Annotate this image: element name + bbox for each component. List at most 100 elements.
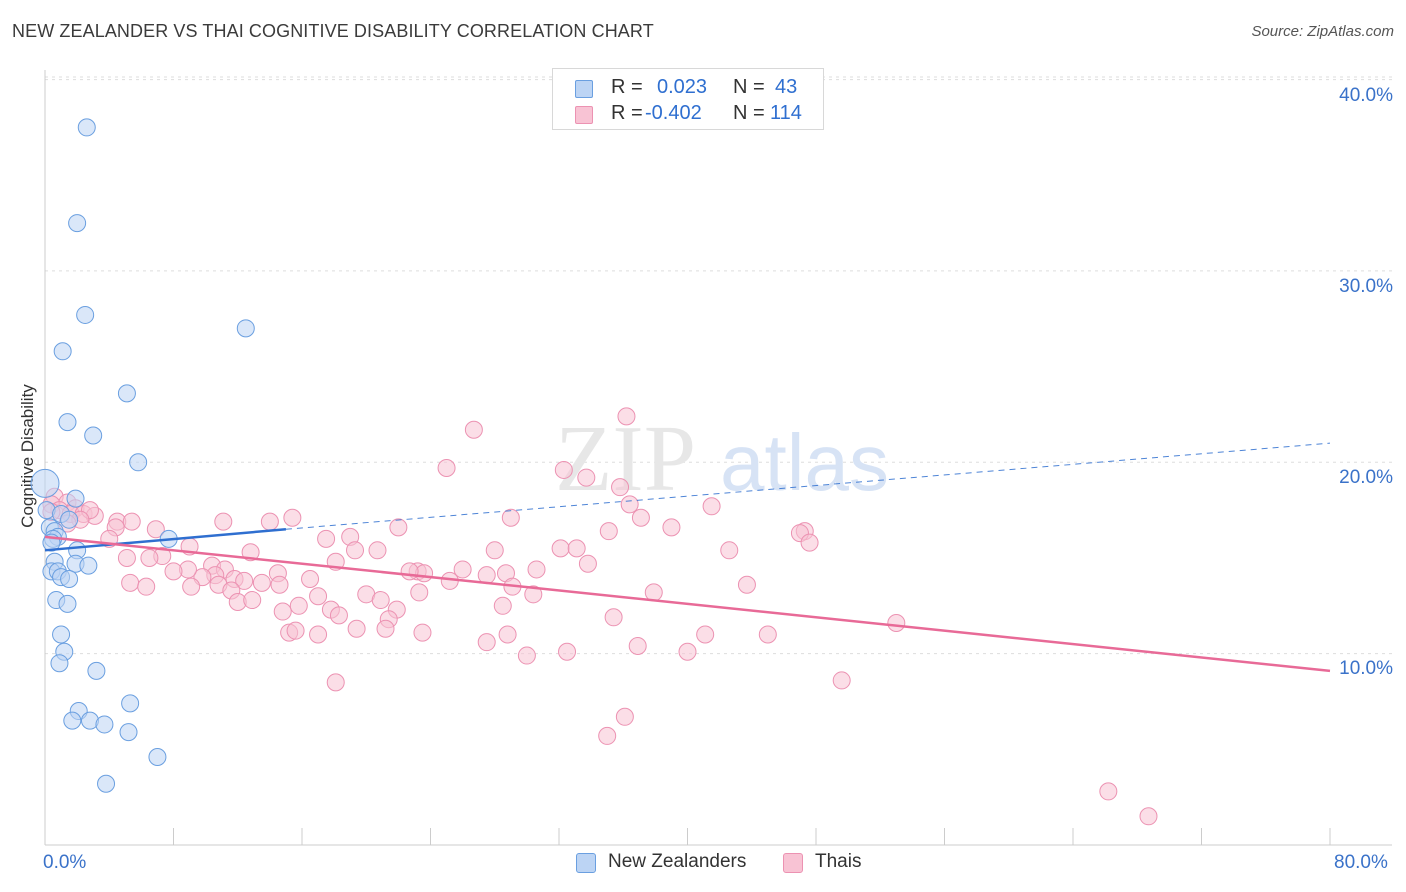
thai-point: [214, 512, 233, 531]
thai-point: [604, 608, 623, 627]
watermark: ZIP atlas: [555, 407, 889, 511]
thai-point: [527, 560, 546, 579]
thai-point: [283, 508, 302, 527]
thai-point: [662, 518, 681, 537]
new-zealander-point: [60, 510, 79, 529]
x-tick-label-min: 0.0%: [43, 852, 87, 873]
new-zealander-point: [30, 468, 60, 498]
thai-point: [464, 420, 483, 439]
y-tick-label-40: 40.0%: [1339, 85, 1393, 106]
legend-swatch-thais: [575, 106, 593, 124]
thai-point: [289, 596, 308, 615]
thai-point: [389, 518, 408, 537]
thai-point: [611, 478, 630, 497]
thai-point: [696, 625, 715, 644]
thai-point: [615, 707, 634, 726]
thai-point: [437, 459, 456, 478]
thai-point: [758, 625, 777, 644]
thai-point: [329, 606, 348, 625]
nz-trend-line: [44, 528, 287, 552]
new-zealander-point: [236, 319, 255, 338]
legend-r-value: 0.023: [657, 76, 708, 98]
thai-point: [628, 636, 647, 655]
legend-swatch-new-zealanders: [575, 80, 593, 98]
thai-point: [371, 591, 390, 610]
thai-point: [137, 577, 156, 596]
trend-lines: [44, 442, 1331, 673]
new-zealander-point: [129, 453, 148, 472]
thai-point: [887, 614, 906, 633]
thai-point: [554, 460, 573, 479]
thai-point: [410, 583, 429, 602]
thai-point: [1099, 782, 1118, 801]
thai-point: [413, 623, 432, 642]
thai-point: [524, 585, 543, 604]
y-tick-label-30: 30.0%: [1339, 276, 1393, 297]
thai-point: [235, 571, 254, 590]
thai-point: [117, 548, 136, 567]
thai-point: [122, 512, 141, 531]
y-tick-label-20: 20.0%: [1339, 467, 1393, 488]
thai-point: [598, 726, 617, 745]
nz-trend-extension: [285, 442, 1331, 530]
thai-point: [644, 583, 663, 602]
thai-point: [551, 539, 570, 558]
new-zealander-point: [50, 654, 69, 673]
new-zealander-point: [148, 747, 167, 766]
thai-point: [146, 520, 165, 539]
thai-point: [678, 642, 697, 661]
thai-point: [182, 577, 201, 596]
new-zealander-point: [97, 774, 116, 793]
thai-point: [720, 541, 739, 560]
new-zealander-point: [53, 342, 72, 361]
thai-point: [164, 562, 183, 581]
thai-point: [376, 619, 395, 638]
legend-n-label: N =: [733, 102, 765, 124]
y-tick-label-10: 10.0%: [1339, 658, 1393, 679]
new-zealander-point: [52, 625, 71, 644]
thai-point: [498, 625, 517, 644]
new-zealander-point: [79, 556, 98, 575]
legend-r-label: R =: [611, 102, 643, 124]
bottom-legend-swatch-thais: [783, 853, 803, 873]
thai-point: [493, 596, 512, 615]
thai-point: [140, 548, 159, 567]
thai-point: [477, 633, 496, 652]
new-zealander-point: [76, 305, 95, 324]
thai-point: [286, 621, 305, 640]
legend-row-new-zealanders: R = 0.023 N = 43: [553, 76, 823, 102]
thai-point: [453, 560, 472, 579]
new-zealander-point: [63, 711, 82, 730]
bottom-legend-label-thais: Thais: [815, 851, 862, 872]
bottom-legend-swatch-new-zealanders: [576, 853, 596, 873]
thai-point: [121, 573, 140, 592]
thai-point: [252, 573, 271, 592]
gridlines: [45, 76, 1392, 655]
thai-point: [347, 619, 366, 638]
thai-point: [309, 625, 328, 644]
thai-point: [737, 575, 756, 594]
thai-point: [317, 529, 336, 548]
new-zealander-point: [87, 661, 106, 680]
bottom-legend-thais: Thais: [783, 851, 883, 877]
thai-point: [309, 587, 328, 606]
thai-point: [501, 508, 520, 527]
axes: [44, 70, 1392, 846]
thai-point: [567, 539, 586, 558]
thai-point: [617, 407, 636, 426]
thai-point: [326, 673, 345, 692]
new-zealander-point: [119, 723, 138, 742]
thai-point: [301, 570, 320, 589]
new-zealander-point: [60, 570, 79, 589]
thai-point: [346, 541, 365, 560]
source-label: Source: ZipAtlas.com: [1251, 23, 1394, 40]
new-zealander-point: [77, 118, 96, 137]
new-zealander-point: [117, 384, 136, 403]
thai-point: [577, 468, 596, 487]
chart-title: NEW ZEALANDER VS THAI COGNITIVE DISABILI…: [12, 21, 654, 41]
legend-row-thais: R = -0.402 N = 114: [553, 102, 823, 128]
legend-n-label: N =: [733, 76, 765, 98]
thai-point: [260, 512, 279, 531]
thai-point: [631, 508, 650, 527]
stats-legend: R = 0.023 N = 43 R = -0.402 N = 114: [552, 68, 824, 130]
